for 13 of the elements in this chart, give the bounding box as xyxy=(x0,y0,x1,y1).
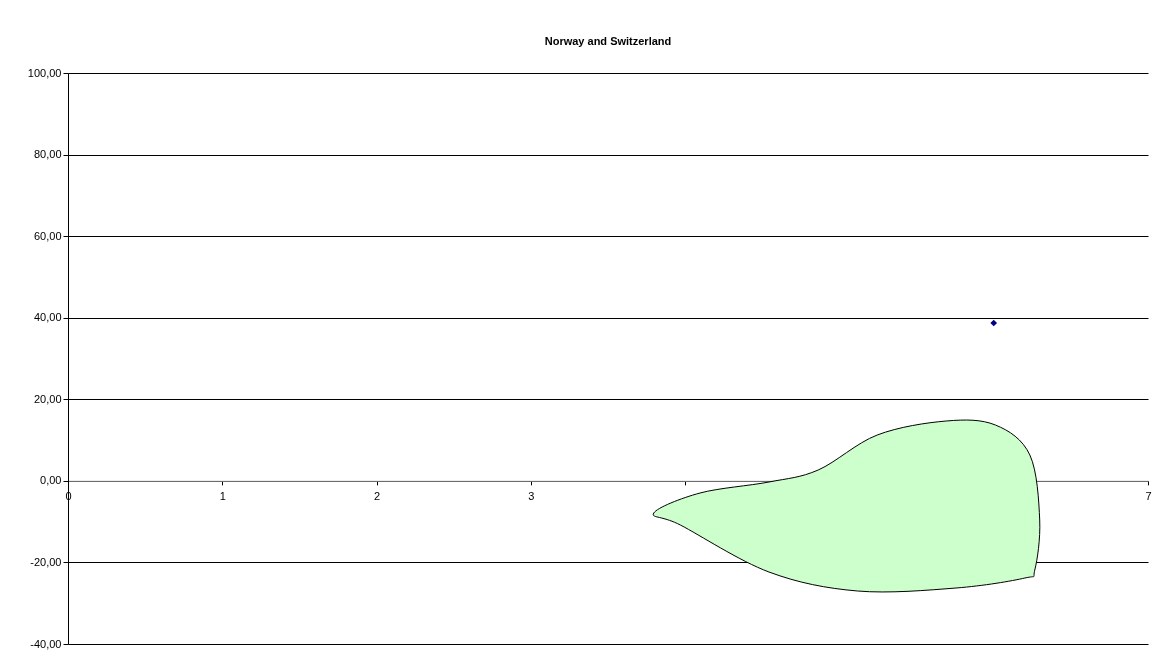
y-tick-label: -40,00 xyxy=(30,637,62,650)
y-tick-label: 20,00 xyxy=(33,392,62,405)
y-tick-label: 80,00 xyxy=(33,148,62,161)
x-tick-label: 1 xyxy=(219,490,226,503)
x-tick-label: 7 xyxy=(1145,490,1152,503)
y-tick-label: 40,00 xyxy=(33,311,62,324)
y-tick-label: 60,00 xyxy=(33,229,62,242)
y-tick-label: -20,00 xyxy=(30,555,62,568)
chart-title: Norway and Switzerland xyxy=(544,35,672,47)
y-tick-label: 0,00 xyxy=(40,474,62,487)
x-tick-label: 3 xyxy=(528,490,535,503)
x-tick-label: 2 xyxy=(374,490,381,503)
y-tick-label: 100,00 xyxy=(27,66,62,79)
